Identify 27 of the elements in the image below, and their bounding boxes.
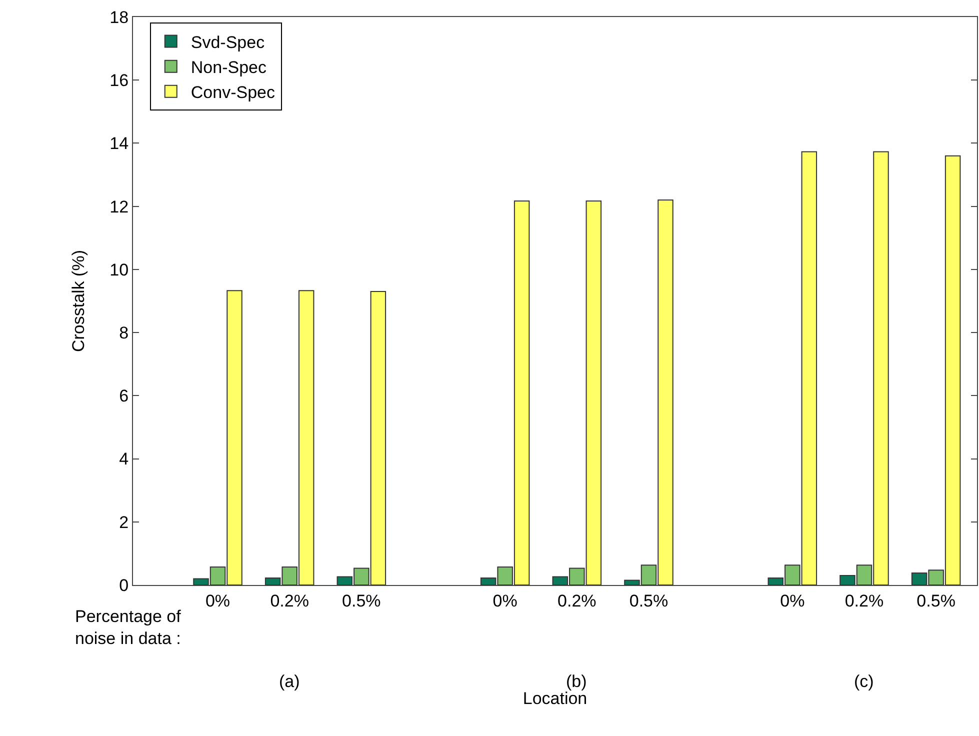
y-tick-label: 2 (119, 512, 129, 532)
x-tick-label: 0.5% (629, 591, 668, 610)
x-tick-label: 0% (492, 591, 518, 610)
x-tick-label: 0.2% (844, 591, 884, 610)
y-tick-label: 12 (110, 197, 129, 216)
legend-label: Conv-Spec (190, 83, 276, 102)
x-tick-label: 0.2% (558, 591, 596, 610)
x-tick-label: 0% (780, 591, 805, 610)
x-tick-label: 0% (205, 591, 230, 610)
x-tick-label: 0.5% (916, 591, 956, 610)
y-tick-label: 6 (119, 386, 129, 406)
y-tick-label: 8 (119, 324, 129, 343)
text: Percentage of noise in data : (75, 607, 182, 648)
y-axis-title: Crosstalk (%) (69, 250, 88, 352)
y-tick-label: 4 (119, 450, 129, 469)
y-tick-label: 16 (110, 71, 129, 90)
x-tick-label: 0.2% (270, 591, 309, 610)
legend-label: Non-Spec (190, 58, 267, 77)
text: (c) (854, 672, 874, 691)
x-tick-label: 0.5% (342, 591, 381, 610)
legend-label: Svd-Spec (190, 32, 266, 52)
y-tick-label: 10 (110, 260, 129, 280)
y-tick-label: 14 (110, 134, 129, 154)
text: (a) (279, 672, 300, 691)
text: (b) (566, 672, 587, 691)
y-tick-label: 18 (110, 8, 129, 27)
y-tick-label: 0 (119, 576, 129, 595)
